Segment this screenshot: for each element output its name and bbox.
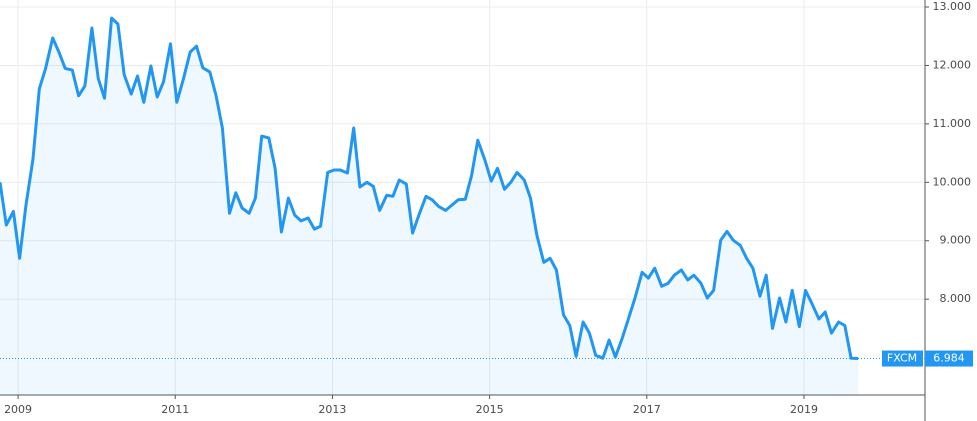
line [0,16,859,360]
x-tick-label: 2019 [790,403,818,416]
y-tick-label: 12.000 [933,58,972,71]
price-badge [925,350,973,367]
y-tick-label: 10.000 [933,175,972,188]
y-tick-label: 8.000 [940,292,972,305]
x-tick-label: 2009 [4,403,32,416]
symbol-label: FXCM [887,352,917,365]
x-tick-label: 2015 [476,403,504,416]
x-tick-label: 2017 [633,403,661,416]
x-tick-label: 2013 [318,403,346,416]
y-tick-label: 13.000 [933,0,972,13]
symbol-badge [882,350,923,367]
x-tick-label: 2011 [161,403,189,416]
price-label: 6.984 [933,352,965,365]
area [0,18,859,395]
y-tick-label: 9.000 [940,234,972,247]
y-tick-label: 11.000 [933,117,972,130]
